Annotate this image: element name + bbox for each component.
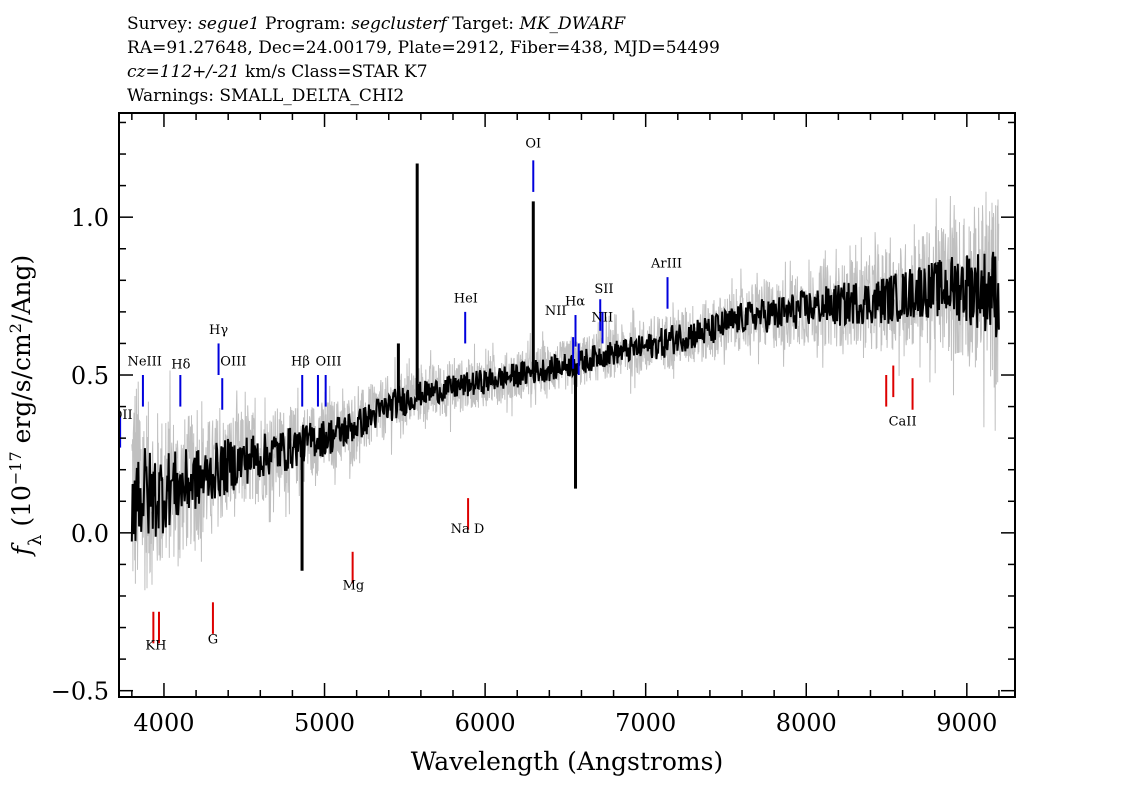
- line-label: CaII: [889, 415, 917, 430]
- line-label: NeIII: [127, 355, 161, 370]
- line-label: Hδ: [171, 358, 190, 373]
- noise-envelope-series: [131, 191, 1000, 591]
- x-tick-label: 9000: [936, 709, 997, 737]
- line-label: OIII: [316, 355, 342, 370]
- header-line-coords: RA=91.27648, Dec=24.00179, Plate=2912, F…: [127, 38, 720, 58]
- program-label: Program:: [265, 14, 346, 34]
- line-label: OII: [112, 408, 133, 423]
- y-tick-label: −0.5: [51, 678, 109, 706]
- line-label: NII: [591, 310, 613, 325]
- x-tick-labels: 4000 5000 6000 7000 8000 9000: [133, 709, 997, 737]
- line-label: HeI: [454, 291, 478, 306]
- program-value: segclusterf: [351, 14, 447, 34]
- class-text: km/s Class=STAR K7: [244, 62, 428, 82]
- y-tick-label: 1.0: [71, 204, 109, 232]
- plot-frame: [118, 112, 1016, 698]
- spectrum-header: Survey: segue1 Program: segclusterf Targ…: [127, 12, 720, 108]
- x-tick-label: 6000: [455, 709, 516, 737]
- line-label: G: [208, 632, 218, 647]
- line-label: Hβ: [291, 355, 310, 370]
- line-label: Hα: [565, 295, 585, 310]
- spectrum-series: [130, 163, 1000, 571]
- noise-envelope-line: [131, 191, 1000, 591]
- line-label: SII: [594, 282, 613, 297]
- survey-label: Survey:: [127, 14, 193, 34]
- line-label: Na D: [451, 522, 485, 537]
- x-tick-label: 5000: [294, 709, 355, 737]
- header-line-redshift: cz=112+/-21 km/s Class=STAR K7: [127, 60, 720, 84]
- x-tick-label: 4000: [133, 709, 194, 737]
- header-line-warnings: Warnings: SMALL_DELTA_CHI2: [127, 86, 405, 106]
- line-label: KH: [145, 639, 166, 654]
- target-value: MK_DWARF: [519, 14, 626, 34]
- line-label: Hγ: [209, 323, 228, 338]
- y-tick-labels: −0.5 0.0 0.5 1.0: [51, 204, 109, 706]
- line-label: Mg: [343, 579, 365, 594]
- survey-value: segue1: [198, 14, 260, 34]
- redshift-value: cz=112+/-21: [127, 62, 240, 82]
- y-tick-label: 0.5: [71, 362, 109, 390]
- y-tick-label: 0.0: [71, 520, 109, 548]
- target-label: Target:: [452, 14, 515, 34]
- x-axis-title: Wavelength (Angstroms): [411, 747, 723, 776]
- header-line-survey: Survey: segue1 Program: segclusterf Targ…: [127, 12, 720, 36]
- line-label: NII: [545, 304, 567, 319]
- spectrum-line: [130, 251, 1000, 542]
- line-label: OI: [525, 137, 541, 152]
- line-label: ArIII: [650, 257, 682, 272]
- axis-ticks: [119, 113, 1015, 697]
- x-tick-label: 7000: [615, 709, 676, 737]
- line-label: OIII: [220, 355, 246, 370]
- y-axis-title: fλ (10−17 erg/s/cm2/Ang): [6, 255, 46, 558]
- x-tick-label: 8000: [776, 709, 837, 737]
